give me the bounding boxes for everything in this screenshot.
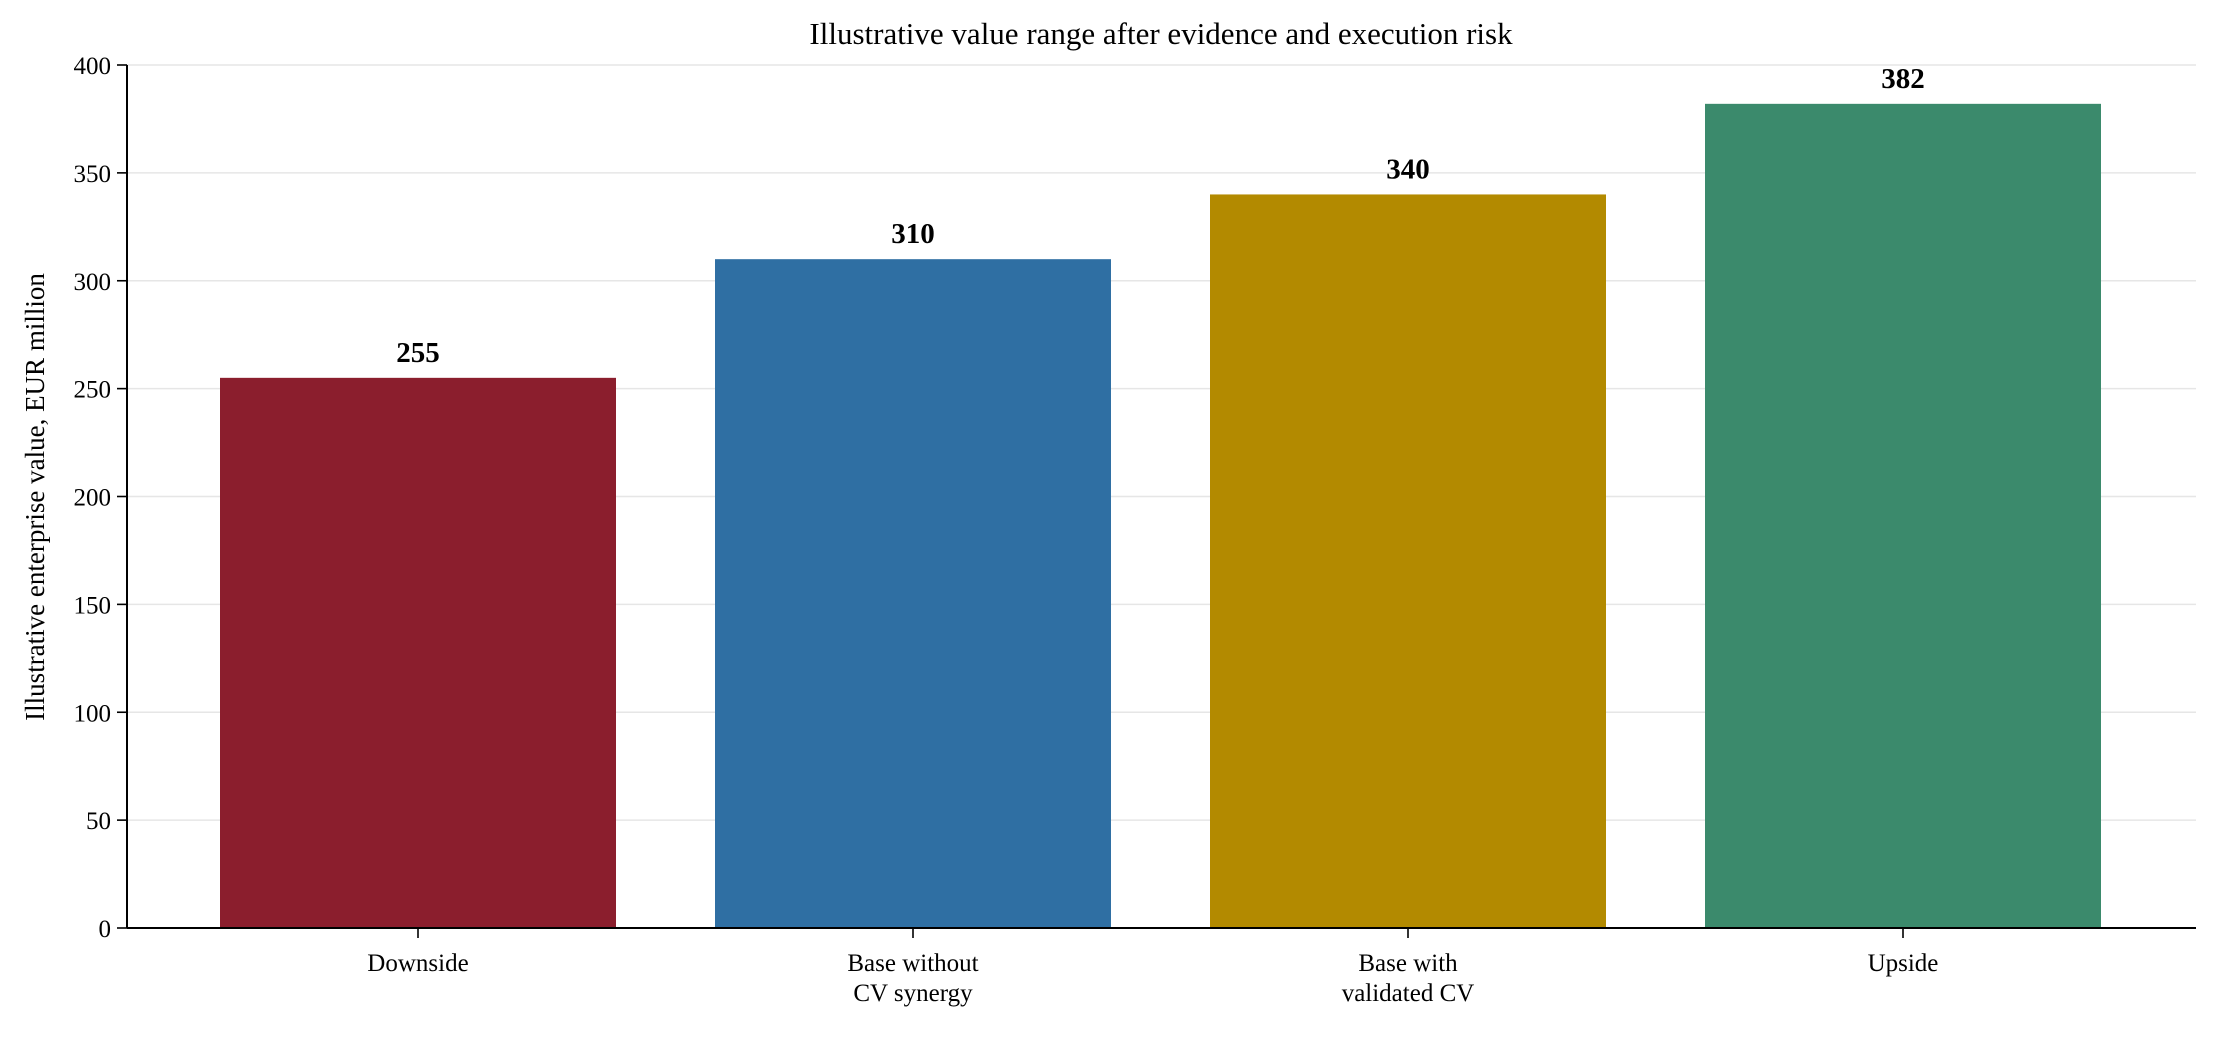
y-tick-label: 50 xyxy=(86,808,111,835)
bar-value-label: 340 xyxy=(1386,153,1430,185)
x-tick-label: Base without CV synergy xyxy=(847,950,978,1007)
y-tick-label: 150 xyxy=(74,592,112,619)
y-axis-label: Illustrative enterprise value, EUR milli… xyxy=(20,273,50,721)
bar xyxy=(1210,194,1606,928)
bar-value-label: 310 xyxy=(891,218,935,250)
y-tick-label: 400 xyxy=(74,53,112,80)
bar xyxy=(1705,103,2101,928)
x-tick-label: Base with validated CV xyxy=(1342,950,1475,1007)
y-tick-label: 300 xyxy=(74,269,112,296)
chart-title: Illustrative value range after evidence … xyxy=(809,16,1513,51)
bar xyxy=(715,259,1111,928)
y-tick-label: 200 xyxy=(74,485,112,512)
bar-value-label: 382 xyxy=(1881,63,1925,95)
bar-value-label: 255 xyxy=(396,337,440,369)
x-tick-label-line: Upside xyxy=(1868,950,1939,977)
labels: 0 50 100 150 200 250 300 350 400 255 Downside 310 Ba… xyxy=(74,53,1939,1007)
x-tick-label: Upside xyxy=(1868,950,1939,977)
x-tick-label-line: CV synergy xyxy=(853,980,973,1007)
bar xyxy=(220,377,616,928)
axes xyxy=(117,64,2196,938)
y-tick-label: 0 xyxy=(99,916,112,943)
x-tick-label-line: Base with xyxy=(1358,950,1458,977)
x-tick-label-line: Base without xyxy=(847,950,978,977)
x-tick-label-line: Downside xyxy=(367,950,468,977)
bars xyxy=(220,103,2101,928)
y-tick-label: 100 xyxy=(74,700,112,727)
x-tick-label-line: validated CV xyxy=(1342,980,1475,1007)
y-tick-label: 250 xyxy=(74,377,112,404)
y-tick-label: 350 xyxy=(74,161,112,188)
x-tick-label: Downside xyxy=(367,950,468,977)
